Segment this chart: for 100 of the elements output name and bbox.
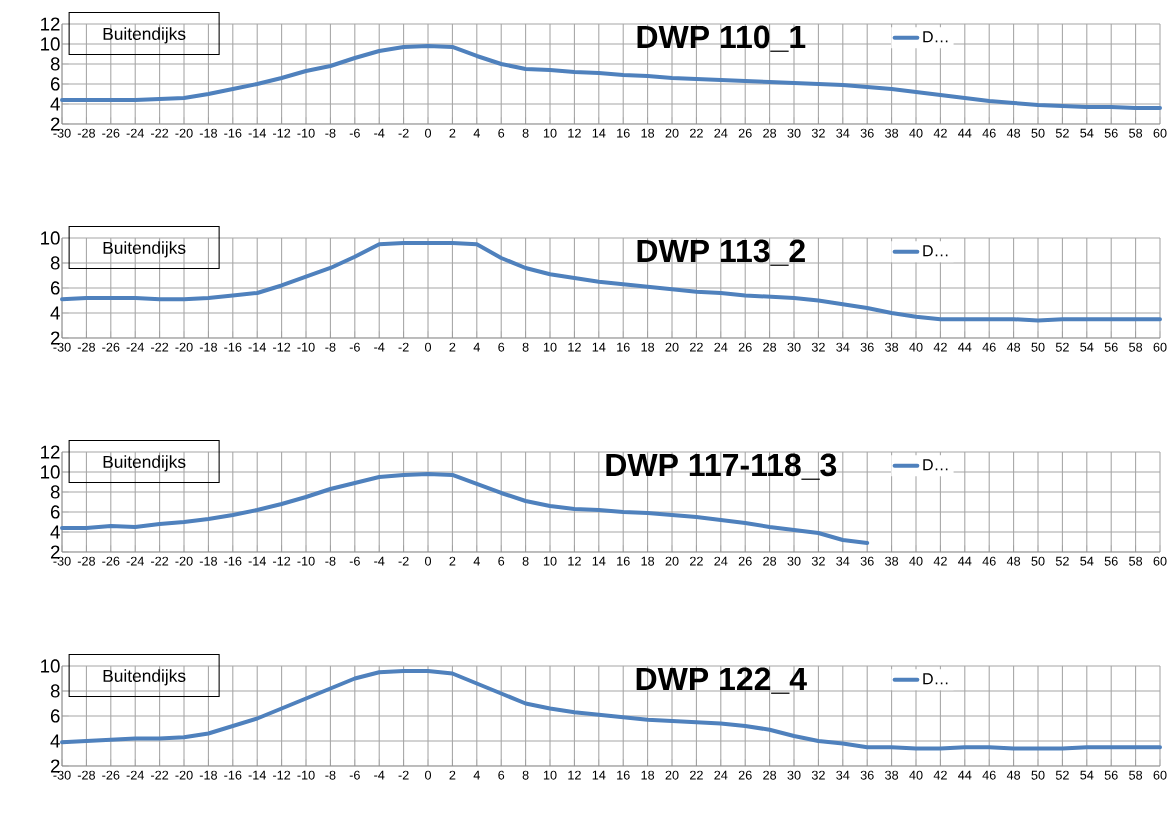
x-tick-label: 20 (665, 342, 679, 352)
x-tick-label: 2 (449, 342, 456, 352)
x-tick-label: 52 (1055, 556, 1069, 566)
x-tick-label: 38 (885, 128, 899, 138)
x-tick-label: 28 (763, 128, 777, 138)
x-tick-label: -8 (325, 128, 336, 138)
x-tick-label: 14 (592, 128, 606, 138)
x-tick-label: 38 (885, 770, 899, 780)
x-tick-label: -10 (297, 342, 315, 352)
x-tick-label: -20 (175, 556, 193, 566)
x-tick-label: -6 (349, 342, 360, 352)
x-tick-label: -12 (273, 770, 291, 780)
x-tick-label: 32 (811, 128, 825, 138)
x-tick-label: -18 (199, 342, 218, 352)
legend-label: D… (923, 31, 948, 43)
x-tick-label: 0 (424, 770, 432, 780)
x-tick-label: -20 (175, 770, 193, 780)
x-tick-label: 4 (473, 556, 480, 566)
x-tick-label: -8 (325, 770, 336, 780)
y-tick-label: 4 (50, 734, 60, 748)
x-tick-label: 56 (1104, 770, 1118, 780)
x-tick-label: 38 (885, 556, 899, 566)
x-tick-label: -24 (126, 770, 144, 780)
x-tick-label: -6 (349, 770, 360, 780)
x-tick-label: 10 (543, 556, 557, 566)
y-tick-label: 12 (41, 17, 60, 31)
x-tick-label: -4 (374, 770, 385, 780)
x-tick-label: -6 (349, 556, 360, 566)
x-tick-label: 12 (568, 342, 581, 352)
x-tick-label: 26 (738, 556, 752, 566)
x-tick-label: -14 (248, 770, 266, 780)
y-tick-label: 8 (50, 684, 60, 698)
y-tick-label: 10 (41, 37, 60, 51)
x-tick-label: 58 (1129, 556, 1143, 566)
x-tick-label: 34 (836, 770, 850, 780)
x-tick-label: 60 (1153, 556, 1167, 566)
x-tick-label: 34 (836, 342, 850, 352)
x-tick-label: 36 (860, 128, 874, 138)
x-tick-label: -16 (224, 342, 242, 352)
x-tick-label: 50 (1031, 556, 1045, 566)
x-tick-label: 28 (763, 556, 777, 566)
x-tick-label: 50 (1031, 128, 1045, 138)
x-tick-label: -8 (325, 556, 336, 566)
y-tick-label: 8 (50, 57, 60, 71)
x-tick-label: 4 (473, 342, 480, 352)
chart-title: DWP 113_2 (637, 239, 805, 266)
x-tick-label: 30 (787, 556, 801, 566)
x-tick-label: 34 (836, 128, 850, 138)
x-tick-label: -18 (199, 770, 218, 780)
annotation: Buitendijks (103, 455, 186, 472)
x-tick-label: -18 (199, 128, 218, 138)
chart-title: DWP 122_4 (636, 667, 807, 694)
x-tick-label: 42 (933, 342, 947, 352)
x-tick-label: 26 (738, 128, 752, 138)
x-tick-label: 44 (958, 128, 972, 138)
x-tick-label: 6 (498, 556, 505, 566)
x-tick-label: 20 (665, 770, 679, 780)
x-tick-label: -12 (273, 128, 291, 138)
x-tick-label: -26 (102, 770, 120, 780)
x-tick-label: 6 (498, 770, 505, 780)
x-tick-label: -2 (398, 770, 409, 780)
x-tick-label: 30 (787, 770, 801, 780)
y-tick-label: 4 (50, 525, 60, 539)
x-tick-label: 18 (641, 770, 655, 780)
x-tick-label: 4 (473, 770, 480, 780)
x-tick-label: 24 (714, 128, 728, 138)
x-tick-label: 54 (1080, 342, 1094, 352)
x-tick-label: 4 (473, 128, 480, 138)
x-tick-label: 54 (1080, 556, 1094, 566)
x-tick-label: 48 (1006, 128, 1021, 138)
x-tick-label: -22 (151, 342, 169, 352)
x-tick-label: -26 (102, 556, 120, 566)
x-tick-label: 16 (617, 770, 630, 780)
x-tick-label: 36 (860, 770, 874, 780)
x-tick-label: 26 (738, 342, 752, 352)
x-tick-label: 46 (982, 556, 996, 566)
x-tick-label: 2 (449, 556, 456, 566)
x-tick-label: 60 (1153, 128, 1167, 138)
x-tick-label: -28 (77, 770, 96, 780)
x-tick-label: 40 (909, 128, 923, 138)
x-tick-label: 60 (1153, 342, 1167, 352)
x-tick-label: -16 (224, 770, 242, 780)
x-tick-label: -14 (248, 128, 266, 138)
x-tick-label: 22 (689, 342, 703, 352)
x-tick-label: -6 (349, 128, 360, 138)
x-tick-label: 16 (617, 556, 630, 566)
x-tick-label: -14 (248, 342, 266, 352)
x-tick-label: 24 (714, 342, 728, 352)
x-tick-label: 46 (982, 770, 996, 780)
x-tick-label: 30 (787, 342, 801, 352)
x-tick-label: 16 (617, 342, 630, 352)
x-tick-label: -20 (175, 342, 193, 352)
x-tick-label: -26 (102, 342, 120, 352)
x-tick-label: 30 (787, 128, 801, 138)
y-tick-label: 6 (50, 281, 60, 295)
y-tick-label: 4 (50, 97, 60, 111)
x-tick-label: 12 (568, 128, 581, 138)
annotation: Buitendijks (103, 27, 186, 44)
x-tick-label: 50 (1031, 770, 1045, 780)
legend-label: D… (923, 673, 948, 685)
